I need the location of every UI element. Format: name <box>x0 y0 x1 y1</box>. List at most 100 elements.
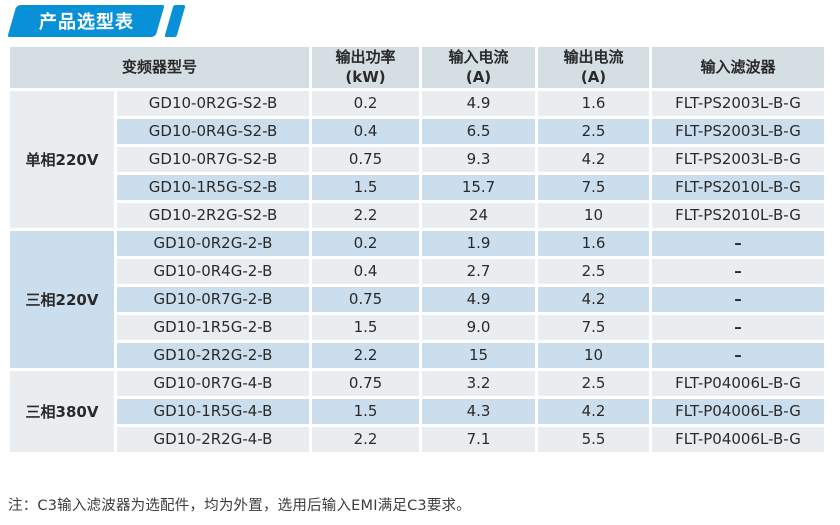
input-current-cell: 7.1 <box>422 426 536 452</box>
output-current-cell: 10 <box>538 202 650 228</box>
page-title-banner: 产品选型表 <box>7 5 186 37</box>
filter-cell: – <box>652 230 825 256</box>
power-cell: 2.2 <box>312 202 420 228</box>
model-cell: GD10-0R7G-S2-B <box>117 146 310 172</box>
filter-cell: FLT-PS2003L-B-G <box>652 118 825 144</box>
filter-cell: FLT-P04006L-B-G <box>652 426 825 452</box>
table-row: GD10-2R2G-4-B 2.2 7.1 5.5 FLT-P04006L-B-… <box>10 426 825 452</box>
filter-cell: FLT-P04006L-B-G <box>652 370 825 396</box>
col-header-output-current-unit: (A) <box>580 68 607 87</box>
category-cell-three-phase-380v: 三相380V <box>10 370 114 452</box>
output-current-cell: 4.2 <box>538 146 650 172</box>
model-cell: GD10-1R5G-S2-B <box>117 174 310 200</box>
col-header-output-current: 输出电流 (A) <box>538 47 650 88</box>
table-row: GD10-1R5G-4-B 1.5 4.3 4.2 FLT-P04006L-B-… <box>10 398 825 424</box>
table-row: 三相220V GD10-0R2G-2-B 0.2 1.9 1.6 – <box>10 230 825 368</box>
table-row: 单相220V GD10-0R2G-S2-B 0.2 4.9 1.6 FLT-PS… <box>10 90 825 228</box>
col-header-output-current-label: 输出电流 <box>563 48 624 66</box>
col-header-input-current: 输入电流 (A) <box>422 47 536 88</box>
power-cell: 0.2 <box>312 90 420 116</box>
table-row: GD10-1R5G-2-B 1.5 9.0 7.5 – <box>10 314 825 340</box>
banner-slash-icon <box>164 5 186 37</box>
output-current-cell: 2.5 <box>538 258 650 284</box>
input-current-cell: 9.0 <box>422 314 536 340</box>
table-row: GD10-0R4G-S2-B 0.4 6.5 2.5 FLT-PS2003L-B… <box>10 118 825 144</box>
power-cell: 0.75 <box>312 286 420 312</box>
product-selection-table-container: 变频器型号 输出功率 (kW) 输入电流 (A) 输出电流 (A) 输入滤波器 … <box>7 44 827 455</box>
output-current-cell: 7.5 <box>538 174 650 200</box>
input-current-cell: 6.5 <box>422 118 536 144</box>
table-row: 三相380V GD10-0R7G-4-B 0.75 3.2 2.5 FLT-P0… <box>10 370 825 452</box>
col-header-output-power: 输出功率 (kW) <box>312 47 420 88</box>
col-header-input-filter-label: 输入滤波器 <box>700 58 776 77</box>
input-current-cell: 4.3 <box>422 398 536 424</box>
model-cell: GD10-0R2G-S2-B <box>117 90 310 116</box>
table-row: GD10-0R7G-2-B 0.75 4.9 4.2 – <box>10 286 825 312</box>
table-row: GD10-2R2G-2-B 2.2 15 10 – <box>10 342 825 368</box>
input-current-cell: 4.9 <box>422 286 536 312</box>
page-title: 产品选型表 <box>38 12 134 33</box>
table-row: GD10-1R5G-S2-B 1.5 15.7 7.5 FLT-PS2010L-… <box>10 174 825 200</box>
input-current-cell: 2.7 <box>422 258 536 284</box>
output-current-cell: 4.2 <box>538 398 650 424</box>
input-current-cell: 1.9 <box>422 230 536 256</box>
table-row: GD10-0R4G-2-B 0.4 2.7 2.5 – <box>10 258 825 284</box>
model-cell: GD10-0R7G-4-B <box>117 370 310 396</box>
power-cell: 0.75 <box>312 370 420 396</box>
output-current-cell: 2.5 <box>538 370 650 396</box>
input-current-cell: 24 <box>422 202 536 228</box>
col-header-model-label: 变频器型号 <box>122 58 198 77</box>
col-header-output-power-label: 输出功率 <box>335 48 396 66</box>
filter-cell: – <box>652 342 825 368</box>
model-cell: GD10-2R2G-4-B <box>117 426 310 452</box>
model-cell: GD10-0R2G-2-B <box>117 230 310 256</box>
model-cell: GD10-2R2G-2-B <box>117 342 310 368</box>
input-current-cell: 15 <box>422 342 536 368</box>
filter-cell: FLT-PS2003L-B-G <box>652 90 825 116</box>
power-cell: 1.5 <box>312 314 420 340</box>
output-current-cell: 1.6 <box>538 230 650 256</box>
product-selection-table: 变频器型号 输出功率 (kW) 输入电流 (A) 输出电流 (A) 输入滤波器 … <box>7 44 827 455</box>
col-header-input-current-label: 输入电流 <box>448 48 509 66</box>
col-header-input-current-unit: (A) <box>465 68 492 87</box>
filter-cell: FLT-PS2010L-B-G <box>652 174 825 200</box>
power-cell: 0.2 <box>312 230 420 256</box>
model-cell: GD10-2R2G-S2-B <box>117 202 310 228</box>
col-header-model: 变频器型号 <box>10 47 310 88</box>
footnote: 注：C3输入滤波器为选配件，均为外置，选用后输入EMI满足C3要求。 <box>8 498 471 514</box>
filter-cell: FLT-PS2003L-B-G <box>652 146 825 172</box>
col-header-input-filter: 输入滤波器 <box>652 47 825 88</box>
power-cell: 2.2 <box>312 342 420 368</box>
filter-cell: – <box>652 314 825 340</box>
output-current-cell: 5.5 <box>538 426 650 452</box>
output-current-cell: 7.5 <box>538 314 650 340</box>
power-cell: 2.2 <box>312 426 420 452</box>
header-row: 变频器型号 输出功率 (kW) 输入电流 (A) 输出电流 (A) 输入滤波器 <box>10 47 825 88</box>
input-current-cell: 4.9 <box>422 90 536 116</box>
filter-cell: FLT-P04006L-B-G <box>652 398 825 424</box>
category-cell-single-phase-220v: 单相220V <box>10 90 114 228</box>
output-current-cell: 2.5 <box>538 118 650 144</box>
output-current-cell: 4.2 <box>538 286 650 312</box>
col-header-output-power-unit: (kW) <box>345 68 386 87</box>
output-current-cell: 10 <box>538 342 650 368</box>
model-cell: GD10-0R4G-2-B <box>117 258 310 284</box>
power-cell: 0.4 <box>312 118 420 144</box>
category-cell-three-phase-220v: 三相220V <box>10 230 114 368</box>
model-cell: GD10-1R5G-4-B <box>117 398 310 424</box>
power-cell: 1.5 <box>312 398 420 424</box>
filter-cell: – <box>652 258 825 284</box>
power-cell: 0.4 <box>312 258 420 284</box>
model-cell: GD10-1R5G-2-B <box>117 314 310 340</box>
banner-shape: 产品选型表 <box>7 5 165 37</box>
model-cell: GD10-0R7G-2-B <box>117 286 310 312</box>
input-current-cell: 9.3 <box>422 146 536 172</box>
output-current-cell: 1.6 <box>538 90 650 116</box>
filter-cell: – <box>652 286 825 312</box>
table-row: GD10-2R2G-S2-B 2.2 24 10 FLT-PS2010L-B-G <box>10 202 825 228</box>
power-cell: 0.75 <box>312 146 420 172</box>
input-current-cell: 15.7 <box>422 174 536 200</box>
power-cell: 1.5 <box>312 174 420 200</box>
filter-cell: FLT-PS2010L-B-G <box>652 202 825 228</box>
model-cell: GD10-0R4G-S2-B <box>117 118 310 144</box>
